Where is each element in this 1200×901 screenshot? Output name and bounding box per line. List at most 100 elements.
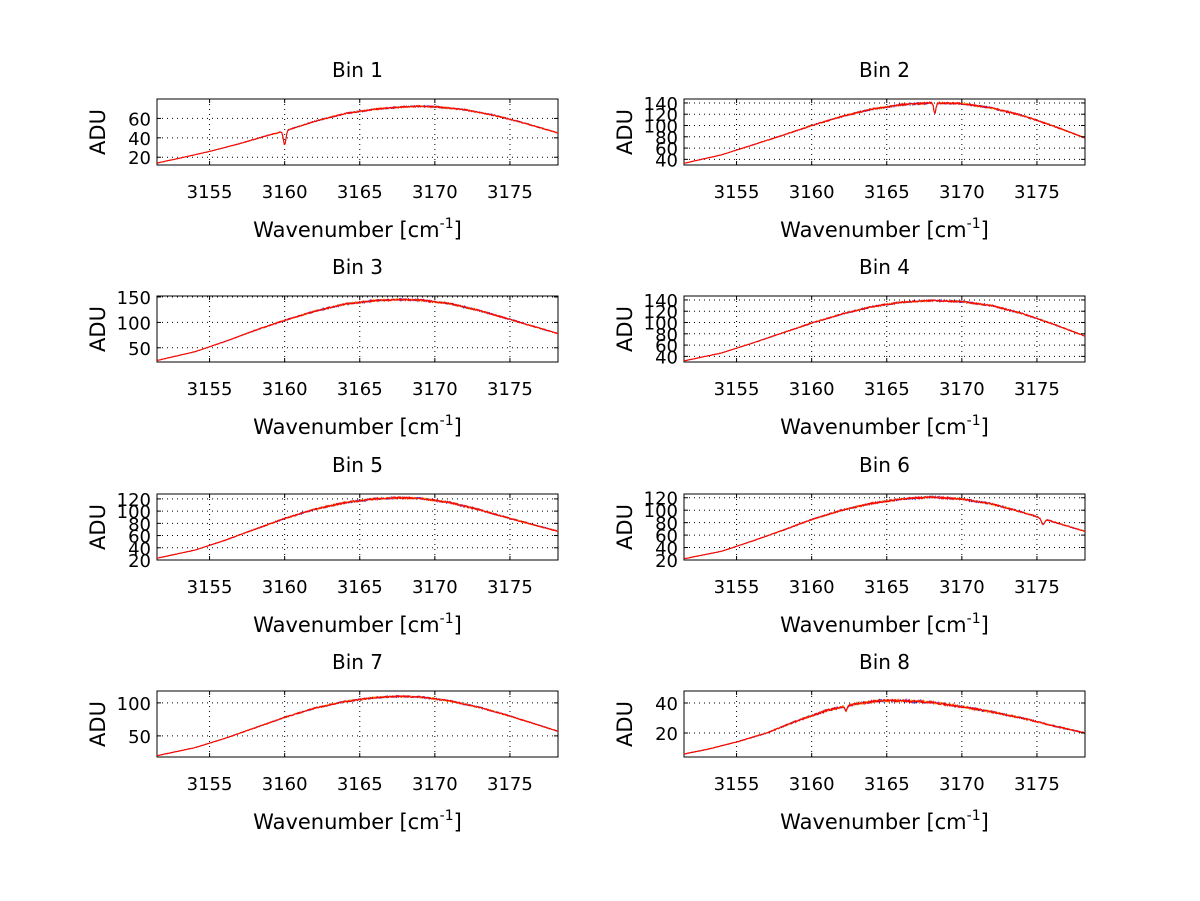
x-tick-label: 3170	[939, 182, 985, 203]
y-axis-label: ADU	[86, 306, 110, 352]
x-tick-label: 3155	[714, 182, 760, 203]
y-tick-label: 150	[117, 288, 151, 309]
x-tick-label: 3165	[864, 577, 910, 598]
x-tick-label: 3175	[487, 182, 533, 203]
series-line	[157, 297, 558, 361]
x-tick-label: 3170	[412, 379, 458, 400]
x-axis-label: Wavenumber [cm-1]	[253, 808, 462, 834]
y-tick-label: 60	[655, 139, 678, 160]
x-axis-label-close: ]	[981, 810, 989, 834]
y-tick-label: 120	[644, 302, 678, 323]
x-axis-label: Wavenumber [cm-1]	[253, 216, 462, 242]
x-tick-label: 3160	[789, 774, 835, 795]
y-tick-label: 140	[644, 94, 678, 115]
grid-lines	[157, 691, 558, 757]
grid-lines	[684, 691, 1085, 757]
axes-frame	[683, 690, 1086, 758]
x-tick-label: 3170	[939, 379, 985, 400]
x-tick-label: 3165	[337, 577, 383, 598]
series-line	[684, 495, 1085, 560]
y-tick-label: 50	[128, 727, 151, 748]
series-lines	[684, 698, 1085, 755]
x-axis-label-superscript: -1	[440, 216, 454, 232]
x-tick-label: 3155	[187, 577, 233, 598]
x-tick-label: 3160	[789, 182, 835, 203]
grid-lines	[157, 494, 558, 561]
ticks: 3155 3160 3165 3170 3175 50 100 150	[117, 288, 558, 400]
x-axis-label-close: ]	[981, 218, 989, 242]
x-tick-label: 3155	[187, 774, 233, 795]
series-lines	[157, 297, 558, 361]
y-axis-label: ADU	[86, 109, 110, 155]
y-tick-label: 50	[128, 339, 151, 360]
x-tick-label: 3165	[337, 774, 383, 795]
x-axis-label-close: ]	[454, 415, 462, 439]
y-tick-label: 20	[128, 551, 151, 572]
axes-frame	[156, 690, 559, 758]
y-axis-label: ADU	[613, 504, 637, 550]
grid-lines	[684, 494, 1085, 561]
axes-frame	[683, 493, 1086, 561]
y-axis-label: ADU	[613, 701, 637, 747]
y-axis-label: ADU	[86, 504, 110, 550]
subplot-title: Bin 3	[332, 255, 383, 279]
x-axis-label-text: Wavenumber [cm	[780, 218, 966, 242]
x-axis-label-superscript: -1	[440, 413, 454, 429]
x-axis-label: Wavenumber [cm-1]	[780, 808, 989, 834]
axes-frame	[156, 493, 559, 561]
x-tick-label: 3170	[939, 577, 985, 598]
series-line	[157, 104, 558, 164]
x-axis-label-superscript: -1	[967, 216, 981, 232]
y-tick-label: 60	[128, 527, 151, 548]
x-tick-label: 3160	[262, 774, 308, 795]
subplot-bin-7: 3155 3160 3165 3170 3175 50 100 Bin 7 Wavenumber…	[86, 650, 559, 834]
x-axis-label-close: ]	[981, 613, 989, 637]
x-tick-label: 3175	[487, 379, 533, 400]
x-tick-label: 3160	[262, 182, 308, 203]
series-line	[684, 298, 1085, 362]
ticks: 3155 3160 3165 3170 3175 50 100	[117, 691, 558, 795]
x-axis-label-superscript: -1	[440, 611, 454, 627]
subplot-title: Bin 5	[332, 453, 383, 477]
x-axis-label: Wavenumber [cm-1]	[253, 413, 462, 439]
y-tick-label: 60	[655, 526, 678, 547]
series-line	[684, 101, 1085, 164]
x-tick-label: 3165	[864, 182, 910, 203]
y-tick-label: 80	[655, 325, 678, 346]
y-tick-label: 40	[655, 347, 678, 368]
x-tick-label: 3170	[939, 774, 985, 795]
y-tick-label: 80	[655, 514, 678, 535]
x-tick-label: 3160	[262, 577, 308, 598]
x-tick-label: 3170	[412, 774, 458, 795]
y-tick-label: 100	[117, 694, 151, 715]
x-tick-label: 3170	[412, 577, 458, 598]
x-axis-label-close: ]	[981, 415, 989, 439]
x-axis-label-close: ]	[454, 613, 462, 637]
x-tick-label: 3175	[487, 774, 533, 795]
x-axis-label-superscript: -1	[967, 413, 981, 429]
y-tick-label: 120	[644, 489, 678, 510]
grid-lines	[684, 99, 1085, 165]
y-tick-label: 100	[117, 313, 151, 334]
x-tick-label: 3165	[864, 774, 910, 795]
y-axis-label: ADU	[86, 701, 110, 747]
x-tick-label: 3165	[337, 379, 383, 400]
subplot-bin-3: 3155 3160 3165 3170 3175 50 100 150 Bin 3 Wavenum…	[86, 255, 559, 439]
axes-frame	[683, 295, 1086, 363]
y-tick-label: 100	[644, 501, 678, 522]
x-tick-label: 3155	[187, 182, 233, 203]
y-tick-label: 100	[117, 502, 151, 523]
series-lines	[157, 104, 558, 164]
subplot-title: Bin 7	[332, 650, 383, 674]
x-axis-label-superscript: -1	[440, 808, 454, 824]
x-axis-label-text: Wavenumber [cm	[253, 613, 439, 637]
y-tick-label: 20	[655, 724, 678, 745]
